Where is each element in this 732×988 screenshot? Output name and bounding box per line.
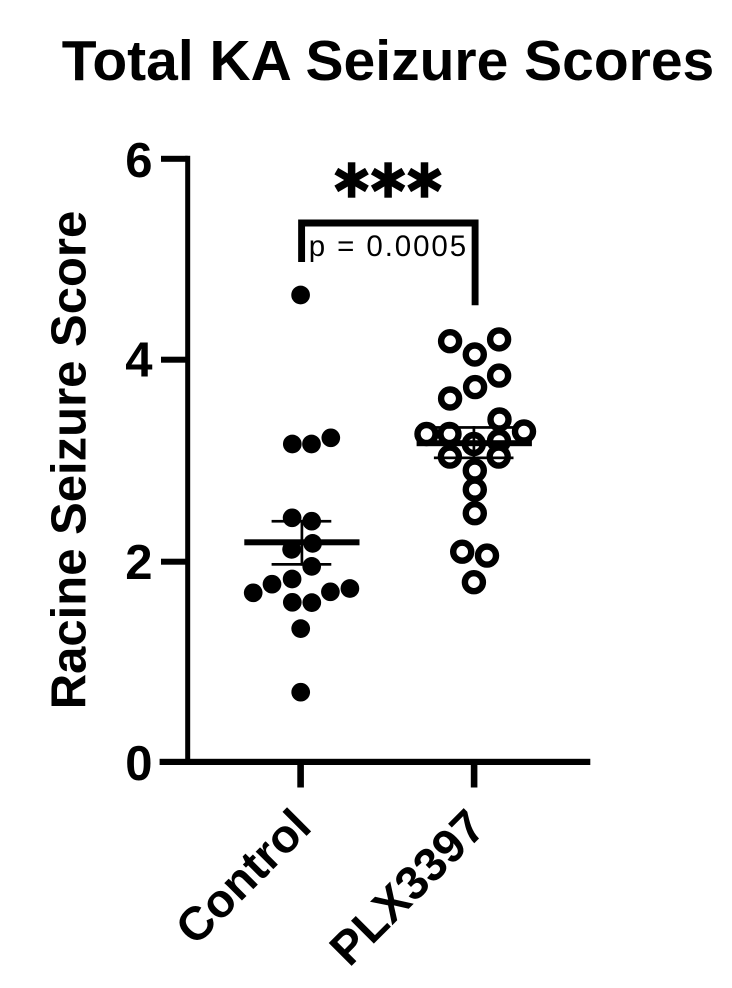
svg-text:Racine Seizure Score: Racine Seizure Score bbox=[43, 211, 97, 709]
svg-text:Total KA Seizure Scores: Total KA Seizure Scores bbox=[62, 29, 715, 93]
svg-text:2: 2 bbox=[125, 536, 152, 590]
svg-text:p = 0.0005: p = 0.0005 bbox=[309, 230, 468, 263]
svg-text:6: 6 bbox=[125, 134, 152, 188]
svg-text:4: 4 bbox=[125, 334, 152, 388]
svg-text:0: 0 bbox=[125, 737, 152, 791]
